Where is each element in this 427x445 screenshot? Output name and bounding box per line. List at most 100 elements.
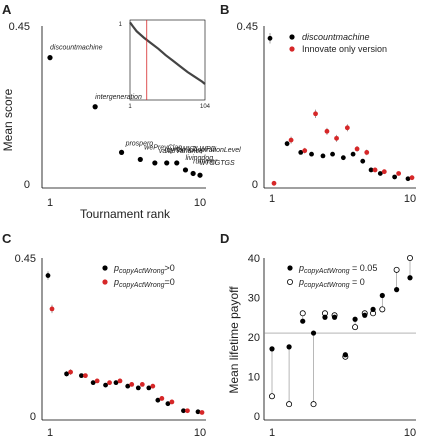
- panel-c-point: [90, 380, 96, 386]
- panel-b-point: [354, 146, 360, 152]
- panel-a-point-label: wTGGTGS: [200, 160, 235, 167]
- panel-b-point: [350, 151, 356, 157]
- panel-d-point-filled: [322, 314, 328, 320]
- panel-c-point: [83, 373, 88, 379]
- panel-c: C 0.45 0 1 10 pcopyActWrong>0 pcopyActWr…: [2, 231, 206, 439]
- legend-suffix: =0: [165, 277, 175, 287]
- panel-b-point: [368, 167, 374, 173]
- panel-c-ytick-bottom: 0: [30, 411, 36, 423]
- panel-c-point: [159, 396, 165, 401]
- panel-b-xtick-1: 1: [269, 193, 275, 205]
- panel-c-point: [169, 399, 175, 405]
- panel-a-point-label: valueVariance: [159, 148, 203, 155]
- panel-a-point-label: prospero: [125, 140, 154, 147]
- legend-marker-copyactwrong-gt0: [102, 265, 108, 271]
- panel-d-ytick: 10: [248, 372, 260, 384]
- panel-c-point: [113, 380, 119, 386]
- panel-a-plot: discountmachine intergeneration prosperowe…: [41, 26, 241, 189]
- panel-letter-a: A: [2, 2, 12, 17]
- panel-d-legend: pcopyActWrong = 0.05 pcopyActWrong = 0: [286, 263, 378, 289]
- panel-d-point-filled: [300, 318, 306, 324]
- panel-c-point: [94, 378, 100, 384]
- panel-c-point: [125, 383, 131, 389]
- inset-frame: [129, 19, 206, 101]
- panel-a-point: [137, 156, 143, 163]
- panel-c-point: [150, 383, 156, 389]
- panel-c-point: [181, 408, 186, 414]
- panel-d-ytick: 20: [248, 332, 260, 344]
- legend-p: p: [113, 263, 119, 273]
- panel-letter-b: B: [220, 2, 229, 17]
- panel-a-point-label: dynamicAspirationLevel: [167, 147, 241, 154]
- panel-a-point: [152, 160, 158, 166]
- legend-label-innovate-only: Innovate only version: [302, 44, 387, 54]
- panel-b-plot: [263, 26, 416, 189]
- inset-xtick-1: 1: [128, 104, 132, 110]
- panel-b-point: [309, 151, 314, 157]
- panel-d-point-filled: [286, 344, 292, 350]
- panel-d-point-open: [299, 310, 306, 317]
- panel-d-point-open: [268, 393, 275, 400]
- panel-a-ytick-bottom: 0: [24, 179, 30, 191]
- panel-d-point-open: [286, 401, 293, 408]
- panel-b-point: [284, 141, 290, 147]
- panel-a-point-label: cWYTLWPD: [177, 146, 216, 153]
- panel-d-point-open: [352, 324, 359, 331]
- panel-b-point: [392, 174, 398, 180]
- panel-c-point: [155, 397, 161, 403]
- panel-d-ytick: 40: [248, 253, 260, 265]
- panel-a-xtick-10: 10: [194, 197, 206, 209]
- panel-d-yticks: 0 10 20 30 40: [248, 253, 260, 423]
- panel-b-point: [344, 125, 350, 131]
- panel-c-xtick-10: 10: [194, 427, 206, 439]
- panel-d-point-filled: [342, 352, 348, 358]
- panel-b-point: [320, 153, 326, 159]
- panel-b-point: [313, 111, 318, 117]
- legend-sub: copyActWrong: [119, 268, 165, 275]
- panel-a-xlabel: Tournament rank: [80, 207, 171, 221]
- panel-b-point: [360, 158, 366, 164]
- panel-c-point: [129, 382, 135, 387]
- panel-a-point: [197, 172, 203, 178]
- legend-marker-open: [286, 278, 293, 285]
- legend-p: p: [298, 277, 304, 287]
- panel-b-point: [340, 155, 346, 161]
- panel-d-point-filled: [352, 316, 358, 322]
- panel-b-point: [267, 35, 273, 41]
- legend-marker-copyactwrong-eq0: [102, 279, 108, 285]
- panel-d-point-filled: [407, 275, 413, 281]
- panel-a-point: [164, 160, 170, 166]
- panel-b-point: [372, 167, 378, 173]
- panel-d-point-filled: [310, 330, 317, 336]
- legend-label-discountmachine: discountmachine: [302, 32, 370, 42]
- panel-c-point: [103, 382, 108, 388]
- legend-suffix: = 0.05: [350, 263, 378, 273]
- panel-d-point-filled: [379, 292, 385, 299]
- panel-d-point-filled: [331, 314, 338, 320]
- panel-b: B 0.45 0 1 10 discountmachine Innovate o…: [220, 2, 416, 205]
- panel-b-xtick-10: 10: [404, 193, 416, 205]
- panel-b-ytick-top: 0.45: [237, 21, 258, 33]
- panel-b-point: [298, 150, 304, 155]
- panel-c-point: [135, 385, 141, 391]
- panel-b-point: [330, 151, 335, 157]
- panel-a-point: [174, 160, 180, 166]
- panel-b-point: [271, 180, 277, 186]
- panel-b-point: [364, 150, 370, 155]
- panel-b-point: [381, 169, 387, 175]
- panel-c-point: [199, 410, 205, 415]
- legend-p: p: [113, 277, 119, 287]
- panel-c-legend: pcopyActWrong>0 pcopyActWrong=0: [102, 263, 175, 289]
- panel-b-point: [334, 135, 339, 141]
- legend-sub: copyActWrong: [119, 282, 165, 289]
- panel-a-point-label: livingdog: [185, 155, 213, 162]
- panel-c-point: [139, 382, 145, 387]
- panel-c-point: [79, 373, 84, 379]
- panel-a-point: [92, 104, 98, 110]
- panel-a-xtick-1: 1: [47, 197, 53, 209]
- panel-letter-d: D: [220, 231, 229, 246]
- panel-a-inset: 1 1 104: [119, 19, 211, 110]
- panel-a-point: [47, 55, 53, 61]
